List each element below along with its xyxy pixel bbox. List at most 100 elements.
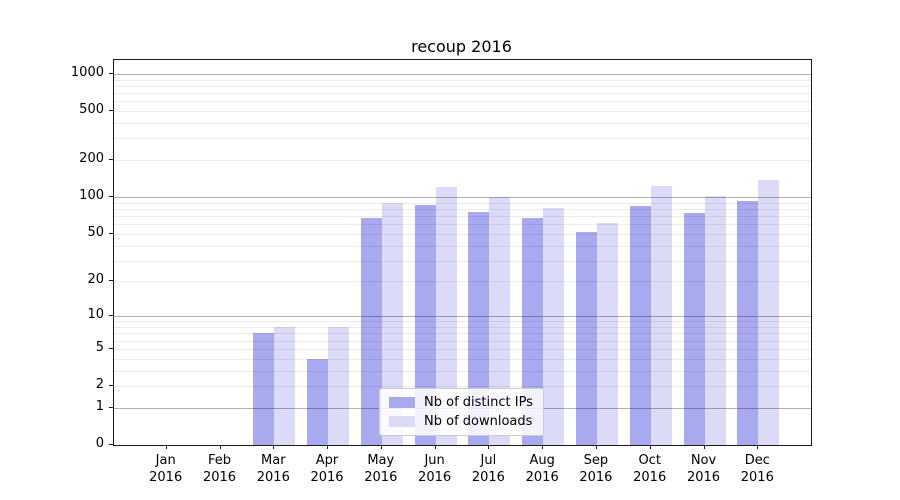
x-tick-label-dec: Dec 2016 [740,453,774,485]
major-gridline [114,316,811,318]
y-tick-label-20: 20 [87,272,104,288]
legend-swatch-downloads [389,416,415,427]
y-tick-label-500: 500 [79,102,104,117]
x-tick-label-jul: Jul 2016 [471,453,505,485]
y-tick-mark [109,406,113,408]
minor-gridline [114,245,811,247]
x-tick-label-sep: Sep 2016 [579,453,613,485]
x-tick-mark [595,445,597,449]
y-tick-mark [109,196,113,198]
bar-jun-downloads [435,186,457,445]
minor-gridline [114,208,811,210]
x-tick-mark [327,445,328,449]
minor-gridline [114,101,811,103]
x-tick-label-oct: Oct 2016 [633,453,667,485]
x-tick-mark [703,445,705,449]
x-tick-mark [273,445,275,449]
minor-gridline [114,340,811,342]
minor-gridline [114,138,811,140]
minor-gridline [114,111,811,112]
minor-gridline [114,348,811,350]
bar-jul-downloads [489,196,511,445]
bar-apr-downloads [328,327,349,445]
bar-jul-distinct-ips [468,211,490,445]
minor-gridline [114,93,811,94]
x-tick-mark [219,445,221,449]
y-tick-mark [109,159,113,161]
major-gridline [114,197,811,199]
bar-dec-distinct-ips [737,200,759,445]
y-tick-mark [109,72,113,74]
minor-gridline [114,79,811,81]
minor-gridline [114,370,811,372]
bar-dec-downloads [758,179,780,445]
minor-gridline [114,333,811,335]
y-tick-label-0: 0 [95,436,104,451]
legend-label-distinct-ips: Nb of distinct IPs [424,395,533,410]
minor-gridline [114,224,811,226]
y-tick-mark [109,385,113,386]
minor-gridline [114,123,811,124]
y-tick-mark [109,444,113,445]
x-tick-mark [542,445,544,449]
x-tick-mark [165,445,167,449]
y-tick-label-100: 100 [79,188,104,204]
y-tick-label-5: 5 [95,339,104,355]
minor-gridline [114,358,811,360]
y-tick-mark [109,347,113,349]
bar-sep-distinct-ips [575,231,597,445]
x-tick-label-apr: Apr 2016 [310,453,344,485]
minor-gridline [114,281,811,283]
bar-nov-distinct-ips [683,213,705,445]
bar-oct-downloads [650,186,672,445]
y-tick-label-1: 1 [95,398,104,414]
bar-oct-distinct-ips [629,205,651,445]
x-tick-label-mar: Mar 2016 [256,453,290,485]
y-tick-label-10: 10 [87,307,104,323]
bar-may-downloads [381,203,403,445]
plot-area: Nb of distinct IPs Nb of downloads [113,59,812,446]
minor-gridline [114,85,811,87]
legend-swatch-distinct-ips [389,397,415,408]
legend: Nb of distinct IPs Nb of downloads [379,388,544,436]
x-tick-label-jan: Jan 2016 [149,453,183,485]
x-tick-label-feb: Feb 2016 [202,453,237,485]
minor-gridline [114,321,811,323]
minor-gridline [114,386,811,387]
x-tick-mark [649,445,651,449]
x-tick-mark [434,445,436,449]
x-tick-label-nov: Nov 2016 [686,453,721,485]
minor-gridline [114,327,811,328]
major-gridline [114,73,811,75]
minor-gridline [114,216,811,217]
bar-apr-distinct-ips [307,358,328,445]
legend-label-downloads: Nb of downloads [424,414,533,429]
minor-gridline [114,160,811,162]
legend-row-distinct-ips: Nb of distinct IPs [389,395,533,410]
y-tick-label-50: 50 [87,224,104,240]
bar-mar-distinct-ips [253,333,275,445]
bar-nov-downloads [704,195,726,445]
legend-row-downloads: Nb of downloads [389,414,533,429]
bar-mar-downloads [274,327,296,445]
x-tick-mark [380,445,382,449]
x-tick-mark [488,445,490,449]
y-tick-mark [109,280,113,282]
chart-title: recoup 2016 [411,37,512,56]
bar-jun-distinct-ips [414,204,436,445]
y-tick-label-2: 2 [95,377,104,392]
y-tick-label-1000: 1000 [70,64,104,80]
bar-aug-downloads [543,207,565,445]
minor-gridline [114,202,811,204]
x-tick-label-may: May 2016 [364,453,398,485]
minor-gridline [114,260,811,262]
bar-sep-downloads [596,223,618,445]
y-tick-mark [109,110,113,111]
y-tick-label-200: 200 [79,151,104,167]
bar-may-distinct-ips [360,218,382,445]
y-tick-mark [109,315,113,317]
y-tick-mark [109,232,113,234]
x-tick-label-aug: Aug 2016 [525,453,559,485]
x-tick-label-jun: Jun 2016 [418,453,452,485]
